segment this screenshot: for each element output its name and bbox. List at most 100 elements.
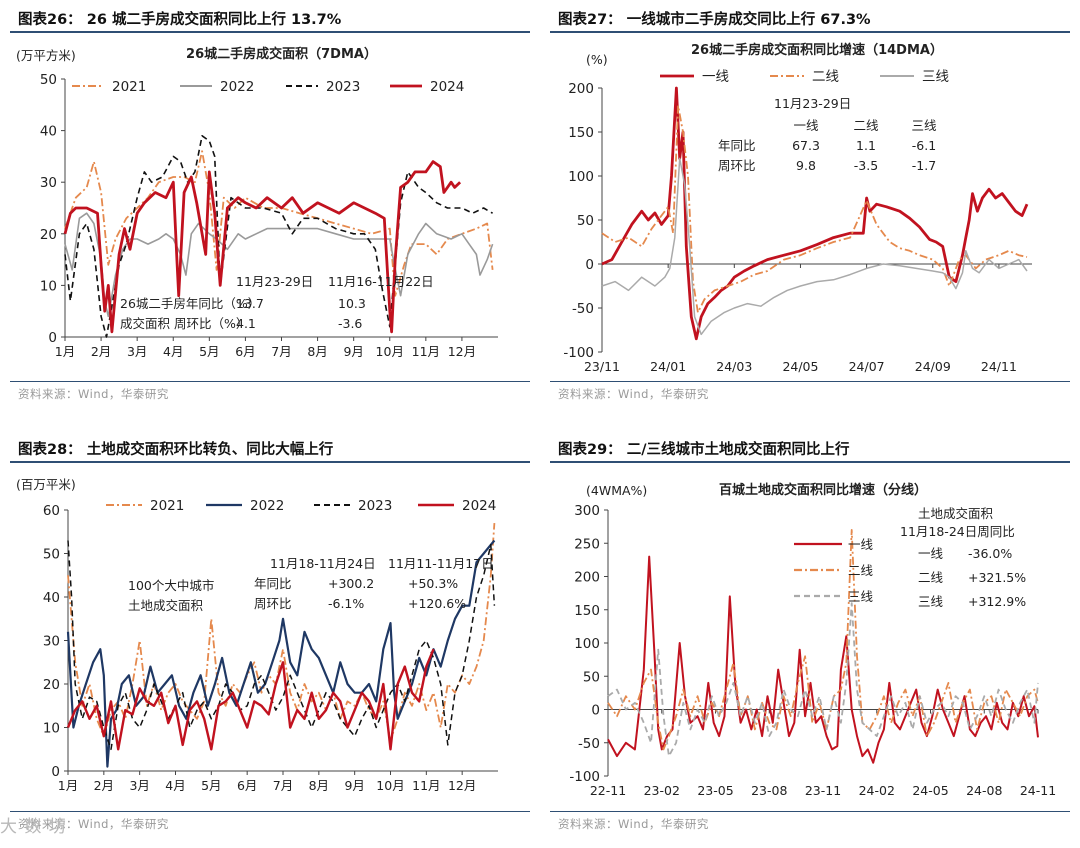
series-line-2021 [64,150,494,297]
legend-label: 一线 [848,537,874,552]
annotation-value: -1.7 [912,158,936,173]
x-tick-label: 10月 [376,778,404,793]
x-tick-label: 23-11 [805,783,841,798]
annotation-header: 11月23-29日 [774,96,851,111]
source-rule [10,811,530,812]
x-tick-label: 4月 [165,778,185,793]
annotation-header: 11月23-29日 [236,274,313,289]
annotation-header: 11月11-11月17日 [388,556,494,571]
annotation-group-label: 100个大中城市 [128,578,214,593]
x-tick-label: 11月 [412,778,440,793]
annotation-value: +300.2 [328,576,374,591]
x-tick-label: 1月 [55,344,75,359]
chart-land-transaction-area: (百万平米) 0 10 20 30 40 50 60 1月 2月 3月 4月 5月 6月 7月 8月 9月 10月… [16,477,498,793]
y-axis-label: (4WMA%) [586,483,647,498]
legend-label: 二线 [812,69,839,85]
title-rule [550,31,1070,33]
source-note: 资料来源：Wind，华泰研究 [18,387,169,401]
x-tick-label: 23-08 [751,783,787,798]
legend-label: 2021 [150,498,184,514]
y-tick-label: 0 [591,703,600,719]
y-tick-label: 0 [585,257,594,273]
y-tick-label: 0 [48,330,57,346]
x-tick-label: 3月 [129,778,149,793]
x-tick-label: 11月 [412,344,440,359]
legend-label: 三线 [922,69,949,85]
chart-panel-3: 图表28： 土地成交面积环比转负、同比大幅上行 (百万平米) 0 10 20 30 40 5… [10,430,530,840]
source-rule [550,811,1070,812]
x-tick-label: 23-02 [644,783,680,798]
y-tick-label: 10 [40,278,57,294]
series-line-三线 [601,157,1028,336]
title-rule [550,461,1070,463]
x-tick-label: 24/01 [650,359,686,374]
y-tick-label: 150 [574,603,600,619]
legend-label: 一线 [702,69,729,85]
chart-land-area-yoy-by-tier: 百城土地成交面积同比增速（分线） (4WMA%) -100 -50 0 50 100 150 2… [569,482,1056,798]
annotation-group-label: 土地成交面积 [128,598,203,613]
annotation-value: +312.9% [968,594,1026,609]
x-tick-label: 24-08 [966,783,1002,798]
chart-title: 26城二手房成交面积（7DMA） [186,46,377,62]
y-tick-label: 50 [40,72,57,88]
annotation-row-label: 一线 [918,546,944,561]
x-tick-label: 24/09 [915,359,951,374]
panel-title: 图表27： 一线城市二手房成交同比上行 67.3% [558,12,871,28]
chart-panel-2: 图表27： 一线城市二手房成交同比上行 67.3% 26城二手房成交面积同比增速… [550,0,1070,410]
series-line-2021 [67,523,496,742]
annotation-col-header: 一线 [793,118,819,133]
watermark-text: 大 数 坊 [0,817,67,837]
chart-26-city-secondhand-area: 26城二手房成交面积（7DMA） (万平方米) 0 10 20 30 40 50 1月 2月 3月 4… [16,46,498,359]
y-tick-label: 100 [574,636,600,652]
y-tick-label: 50 [583,669,600,685]
legend-label: 2022 [250,498,284,514]
annotation-header: 11月16-11月22日 [328,274,434,289]
y-tick-label: 10 [43,721,60,737]
x-tick-label: 12月 [448,778,476,793]
x-tick-label: 2月 [91,344,111,359]
x-tick-label: 24/03 [716,359,752,374]
series-line-2024 [63,160,462,334]
x-tick-label: 24-11 [1020,783,1056,798]
y-axis-label: (%) [586,52,608,67]
y-tick-label: 30 [40,175,57,191]
annotation-row-label: 26城二手房年同比（%） [120,296,260,311]
y-tick-label: 30 [43,634,60,650]
x-tick-label: 24-02 [859,783,895,798]
title-rule [10,461,530,463]
annotation-value: -3.5 [854,158,878,173]
y-tick-label: -50 [572,301,594,317]
legend-label: 2022 [220,79,254,95]
x-tick-label: 6月 [237,778,257,793]
y-tick-label: 50 [43,547,60,563]
x-tick-label: 2月 [94,778,114,793]
x-tick-label: 24/05 [782,359,818,374]
annotation-value: -3.6 [338,316,362,331]
annotation-row-label: 二线 [918,570,944,585]
y-tick-label: 100 [568,169,594,185]
annotation-row-label: 周环比 [718,158,756,173]
y-tick-label: -50 [578,736,600,752]
legend-label: 2024 [462,498,496,514]
series-line-2024 [66,648,435,751]
x-tick-label: 22-11 [590,783,626,798]
x-tick-label: 23-05 [697,783,733,798]
annotation-value: 13.7 [236,296,264,311]
x-tick-label: 7月 [271,344,291,359]
y-tick-label: 60 [43,503,60,519]
x-tick-label: 7月 [273,778,293,793]
legend-label: 2021 [112,79,146,95]
chart-panel-4: 图表29： 二/三线城市土地成交面积同比上行 百城土地成交面积同比增速（分线） (… [550,430,1070,840]
x-tick-label: 1月 [58,778,78,793]
chart-title: 百城土地成交面积同比增速（分线） [719,482,927,498]
y-axis-label: (百万平米) [16,477,76,492]
annotation-value: 10.3 [338,296,366,311]
x-tick-label: 9月 [344,778,364,793]
x-tick-label: 23/11 [584,359,620,374]
y-tick-label: 50 [577,213,594,229]
series-line-一线 [607,555,1039,764]
legend-label: 2023 [326,79,360,95]
annotation-value: +321.5% [968,570,1026,585]
legend-label: 二线 [848,563,874,578]
x-tick-label: 12月 [448,344,476,359]
